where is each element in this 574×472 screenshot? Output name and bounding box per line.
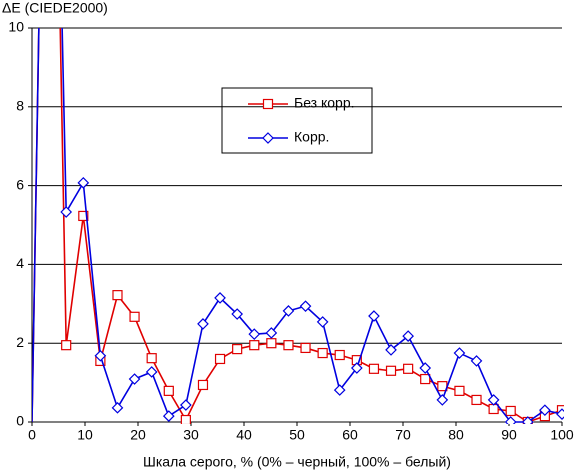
marker xyxy=(436,394,449,406)
marker xyxy=(385,365,397,376)
marker xyxy=(262,132,274,144)
x-tick-label: 100 xyxy=(550,427,574,443)
y-tick-label: 10 xyxy=(8,19,24,35)
y-tick-label: 0 xyxy=(16,413,24,429)
marker xyxy=(282,305,295,317)
marker xyxy=(385,344,397,356)
y-tick-label: 4 xyxy=(16,255,24,271)
marker xyxy=(231,308,244,320)
marker xyxy=(266,338,277,349)
marker xyxy=(146,353,157,364)
marker xyxy=(488,403,499,415)
marker xyxy=(317,347,328,359)
x-tick-label: 90 xyxy=(501,427,517,443)
marker xyxy=(77,176,90,189)
marker xyxy=(61,340,72,351)
marker xyxy=(262,98,274,110)
marker xyxy=(419,362,432,374)
marker xyxy=(334,349,345,361)
x-tick-label: 10 xyxy=(77,427,93,443)
marker xyxy=(129,311,140,322)
marker xyxy=(214,292,226,304)
x-tick-label: 80 xyxy=(448,427,464,443)
x-tick-label: 20 xyxy=(130,427,146,443)
y-axis-title: ΔE (CIEDE2000) xyxy=(2,0,108,16)
marker xyxy=(197,379,209,391)
marker xyxy=(487,394,500,406)
marker xyxy=(454,385,465,396)
legend-label: Без корр. xyxy=(294,95,355,111)
marker xyxy=(504,416,517,424)
x-axis-title: Шкала серого, % (0% – черный, 100% – бел… xyxy=(143,454,451,470)
series-line xyxy=(32,28,563,423)
legend-label: Корр. xyxy=(294,129,329,145)
marker xyxy=(299,300,312,313)
marker xyxy=(248,328,261,340)
marker xyxy=(368,310,380,322)
marker xyxy=(521,416,534,424)
marker xyxy=(420,373,431,385)
marker xyxy=(78,210,89,222)
marker xyxy=(453,347,466,359)
marker xyxy=(94,349,107,362)
y-tick-label: 2 xyxy=(16,334,24,350)
marker xyxy=(403,363,414,374)
marker xyxy=(112,290,123,301)
marker xyxy=(402,330,414,342)
marker xyxy=(265,327,278,339)
marker xyxy=(333,384,346,396)
marker xyxy=(128,373,141,385)
series-line xyxy=(32,28,563,423)
y-tick-label: 6 xyxy=(16,176,24,192)
x-tick-label: 30 xyxy=(183,427,199,443)
x-tick-label: 60 xyxy=(342,427,358,443)
marker xyxy=(214,353,226,365)
x-tick-label: 0 xyxy=(28,427,36,443)
x-tick-label: 40 xyxy=(236,427,252,443)
x-tick-label: 50 xyxy=(289,427,305,443)
marker xyxy=(60,206,73,218)
marker xyxy=(145,366,158,378)
marker xyxy=(368,363,380,374)
legend xyxy=(221,87,373,154)
marker xyxy=(111,401,124,414)
marker xyxy=(163,385,174,396)
marker xyxy=(316,316,329,328)
marker xyxy=(470,355,483,367)
marker xyxy=(180,414,191,424)
marker xyxy=(350,362,363,374)
marker xyxy=(232,344,243,355)
marker xyxy=(197,318,209,330)
y-tick-label: 8 xyxy=(16,98,24,114)
marker xyxy=(283,340,294,351)
plot-area xyxy=(32,28,564,424)
marker xyxy=(162,410,175,422)
marker xyxy=(505,405,516,417)
marker xyxy=(556,408,564,420)
marker xyxy=(249,340,260,351)
marker xyxy=(300,342,311,354)
marker xyxy=(180,399,192,411)
marker xyxy=(471,394,482,406)
marker xyxy=(539,404,551,417)
x-tick-label: 70 xyxy=(395,427,411,443)
